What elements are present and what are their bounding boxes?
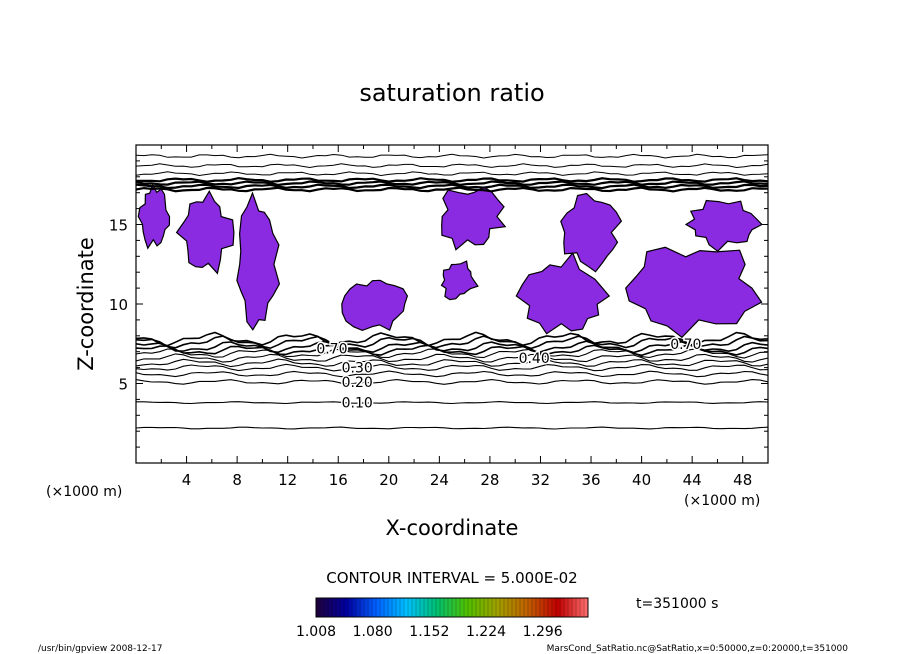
contour-label: 0.70 (316, 342, 347, 358)
y-tick-label: 15 (109, 217, 128, 235)
contour-line (136, 331, 768, 347)
contour-line (136, 401, 768, 405)
contour-line (136, 340, 768, 354)
contour-interval-text: CONTOUR INTERVAL = 5.000E-02 (326, 569, 577, 587)
contour-lines (136, 153, 768, 430)
y-tick-label: 10 (109, 296, 128, 314)
supersaturated-regions (137, 183, 763, 339)
supersaturated-region (515, 251, 611, 335)
colorbar-tick-label: 1.152 (409, 624, 449, 640)
x-tick-label: 16 (329, 471, 348, 489)
contour-label: 0.70 (670, 337, 701, 353)
x-tick-label: 36 (581, 471, 600, 489)
contour-line-upper (136, 153, 768, 159)
x-tick-label: 44 (683, 471, 702, 489)
x-tick-label: 4 (182, 471, 192, 489)
contour-line (136, 348, 768, 359)
colorbar-tick-label: 1.296 (523, 624, 563, 640)
colorbar-stripes (319, 599, 585, 616)
contour-line (136, 353, 768, 363)
x-axis-ticks: 4 8 12 16 20 24 28 32 36 40 44 48 (160, 145, 769, 489)
x-tick-label: 12 (278, 471, 297, 489)
supersaturated-region (137, 183, 171, 250)
supersaturated-region (625, 246, 763, 339)
plot-area (136, 153, 768, 430)
chart-title: saturation ratio (359, 79, 544, 107)
y-tick-label: 5 (118, 376, 128, 394)
supersaturated-region (175, 189, 235, 275)
contour-line (136, 358, 768, 368)
supersaturated-region (440, 260, 479, 301)
contour-line-upper (136, 180, 768, 187)
colorbar-tick-label: 1.008 (296, 624, 336, 640)
x-axis-label: X-coordinate (386, 516, 519, 540)
contour-line (136, 426, 768, 430)
x-tick-label: 40 (632, 471, 651, 489)
time-label: t=351000 s (636, 596, 718, 612)
contour-line-upper (136, 163, 768, 169)
colorbar-tick-label: 1.224 (466, 624, 506, 640)
contour-label: 0.10 (342, 396, 373, 412)
supersaturated-region (341, 279, 409, 332)
contour-line (136, 335, 768, 350)
y-axis-label: Z-coordinate (74, 237, 98, 371)
contour-line (136, 363, 768, 372)
supersaturated-region (560, 192, 623, 273)
supersaturated-region (236, 191, 281, 331)
contour-line-upper (136, 176, 768, 183)
contour-label: 0.40 (519, 351, 550, 367)
x-tick-label: 8 (232, 471, 242, 489)
contour-label: 0.20 (342, 375, 373, 391)
colorbar-tick-label: 1.080 (353, 624, 393, 640)
contour-label: 0.30 (342, 361, 373, 377)
y-axis-ticks: 5 10 15 (109, 160, 768, 448)
footer-right: MarsCond_SatRatio.nc@SatRatio,x=0:50000,… (547, 644, 849, 654)
contour-labels: 0.10 0.200.30 0.40 0.70 0.70 (315, 335, 703, 413)
x-tick-label: 32 (531, 471, 550, 489)
supersaturated-region (441, 186, 507, 251)
contour-line (136, 344, 768, 357)
x-tick-label: 20 (379, 471, 398, 489)
supersaturated-region (684, 199, 763, 252)
x-tick-label: 24 (430, 471, 449, 489)
footer-left: /usr/bin/gpview 2008-12-17 (38, 644, 162, 654)
x-tick-label: 48 (733, 471, 752, 489)
contour-line-upper (136, 183, 768, 190)
contour-line (136, 379, 768, 385)
colorbar (315, 597, 589, 618)
contour-line (136, 370, 768, 378)
x-unit-right: (×1000 m) (684, 493, 760, 509)
x-unit-left: (×1000 m) (46, 484, 122, 500)
colorbar-tick-labels: 1.008 1.080 1.152 1.224 1.296 (296, 624, 563, 640)
x-tick-label: 28 (480, 471, 499, 489)
contour-line-upper (136, 186, 768, 193)
contour-line-upper (136, 171, 768, 177)
